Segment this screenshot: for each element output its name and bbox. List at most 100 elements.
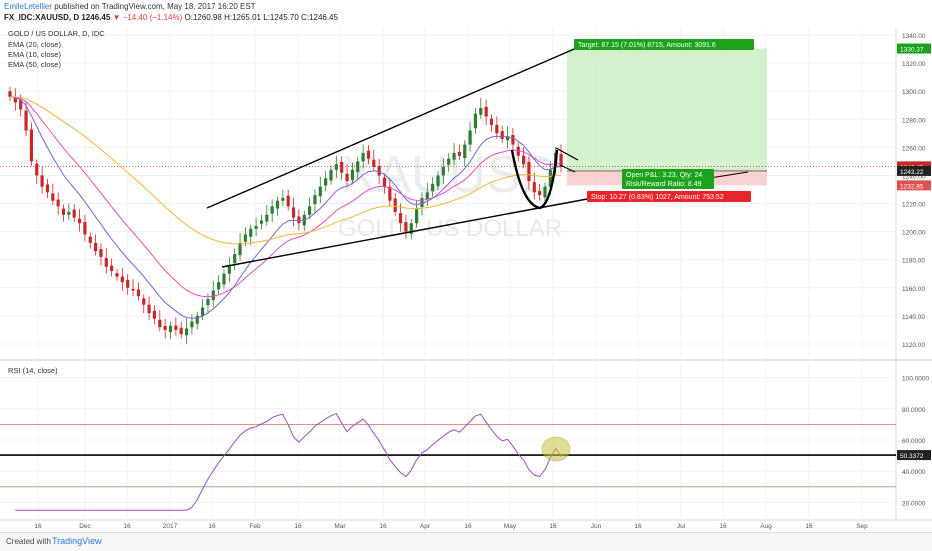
candle-body <box>345 173 349 182</box>
candle-body <box>388 186 392 201</box>
candle-body <box>67 211 71 215</box>
candle-body <box>254 226 258 229</box>
target-zone <box>567 48 767 171</box>
rsi-title: RSI (14, close) <box>8 366 58 375</box>
target-label-text: Target: 87.15 (7.01%) 8715, Amount: 3091… <box>578 42 716 49</box>
candle-body <box>275 200 280 209</box>
time-tick-label: 16 <box>379 523 387 530</box>
rsi-pane: 50.3372 <box>0 413 931 511</box>
candle-body <box>441 167 445 176</box>
candle-body <box>51 193 55 201</box>
candle-body <box>222 273 226 285</box>
lower-trendline <box>221 196 599 268</box>
candle-body <box>184 328 189 336</box>
candle-body <box>13 96 17 103</box>
target-label-box <box>574 39 754 50</box>
ema50-line <box>9 96 562 245</box>
chart-area[interactable]: XAUUSD GOLD / US DOLLAR 50.3372 1340.001… <box>0 0 932 532</box>
candle-body <box>115 273 119 277</box>
footer-bar: Created with TradingView <box>0 532 932 551</box>
handle-line <box>555 147 579 161</box>
time-tick-label: 16 <box>294 523 302 530</box>
candle-body <box>366 150 371 159</box>
time-tick-label: 16 <box>208 523 216 530</box>
time-tick-label: Aug <box>760 523 772 530</box>
watermark-name: GOLD / US DOLLAR <box>338 215 562 242</box>
time-tick-label: 16 <box>34 523 42 530</box>
candle-body <box>415 209 419 224</box>
candle-body <box>233 254 237 264</box>
candle-body <box>77 218 82 224</box>
candle-body <box>377 165 381 176</box>
price-tag-box <box>897 165 931 176</box>
candle-body <box>350 169 354 180</box>
candle-body <box>473 113 478 129</box>
candle-body <box>195 315 199 324</box>
candle-body <box>382 177 387 187</box>
candle-body <box>126 279 130 288</box>
time-tick-label: Feb <box>249 523 261 530</box>
price-change: ▼ −14.40 (−1.14%) <box>112 13 183 22</box>
tradingview-logo[interactable]: TradingView <box>52 536 102 546</box>
trend-drawings <box>206 39 749 268</box>
price-tick-label: 1280.00 <box>902 117 926 124</box>
price-tick-label: 1240.00 <box>902 173 926 180</box>
candle-body <box>131 288 135 291</box>
cup-curve <box>510 149 559 210</box>
rsi-tick-label: 60.0000 <box>902 438 926 445</box>
candle-body <box>516 146 520 156</box>
candle-body <box>356 161 360 173</box>
candle-body <box>201 307 205 316</box>
time-tick-label: 16 <box>464 523 472 530</box>
stop-label-text: Stop: 10.27 (0.83%) 1027, Amount: 753.52 <box>591 194 724 201</box>
candle-body <box>447 158 451 165</box>
candle-body <box>324 178 328 186</box>
candle-body <box>104 258 108 267</box>
symbol-name: FX_IDC:XAUUSD, D <box>4 13 80 22</box>
candle-body <box>211 290 215 301</box>
price-tick-label: 1180.00 <box>902 258 925 265</box>
price-tick-label: 1200.00 <box>902 230 926 237</box>
price-tick-label: 1140.00 <box>902 314 925 321</box>
candle-body <box>120 276 124 283</box>
candle-body <box>318 186 322 197</box>
time-tick-label: 16 <box>805 523 813 530</box>
publish-header: EmileLetellier published on TradingView.… <box>4 2 256 11</box>
candle-body <box>548 169 552 187</box>
candle-body <box>495 124 499 134</box>
candle-body <box>136 289 140 297</box>
time-tick-label: Sep <box>856 523 868 530</box>
candle-body <box>35 163 39 176</box>
candle-body <box>543 186 547 198</box>
price-tag-box <box>897 180 931 191</box>
time-tick-label: Mar <box>334 523 346 530</box>
candle-body <box>179 327 183 335</box>
candle-body <box>110 265 114 271</box>
candle-body <box>190 321 194 328</box>
candle-body <box>404 222 408 232</box>
candle-body <box>398 213 403 224</box>
author-link[interactable]: EmileLetellier <box>4 2 53 11</box>
candle-body <box>281 197 285 201</box>
risk-reward-text: Risk/Reward Ratio: 8.49 <box>626 181 702 188</box>
candle-body <box>559 154 563 168</box>
grid-lines <box>0 28 932 521</box>
price-tick-label: 1120.00 <box>902 342 925 349</box>
candle-body <box>484 106 488 117</box>
price-tag-box <box>897 43 931 54</box>
last-price: 1246.45 <box>81 13 111 22</box>
time-tick-label: 16 <box>549 523 557 530</box>
candle-body <box>452 152 456 160</box>
legend-ema50: EMA (50, close) <box>8 60 61 69</box>
candle-body <box>163 325 167 330</box>
candle-body <box>270 206 274 214</box>
candle-body <box>88 236 92 243</box>
candle-body <box>393 198 397 212</box>
symbol-line: FX_IDC:XAUUSD, D 1246.45 ▼ −14.40 (−1.14… <box>4 13 338 22</box>
price-tick-label: 1320.00 <box>902 61 926 68</box>
legend-ema20: EMA (20, close) <box>8 40 61 49</box>
candle-body <box>29 129 33 162</box>
candle-body <box>72 209 76 218</box>
candle-body <box>286 195 290 207</box>
candle-body <box>489 118 494 125</box>
